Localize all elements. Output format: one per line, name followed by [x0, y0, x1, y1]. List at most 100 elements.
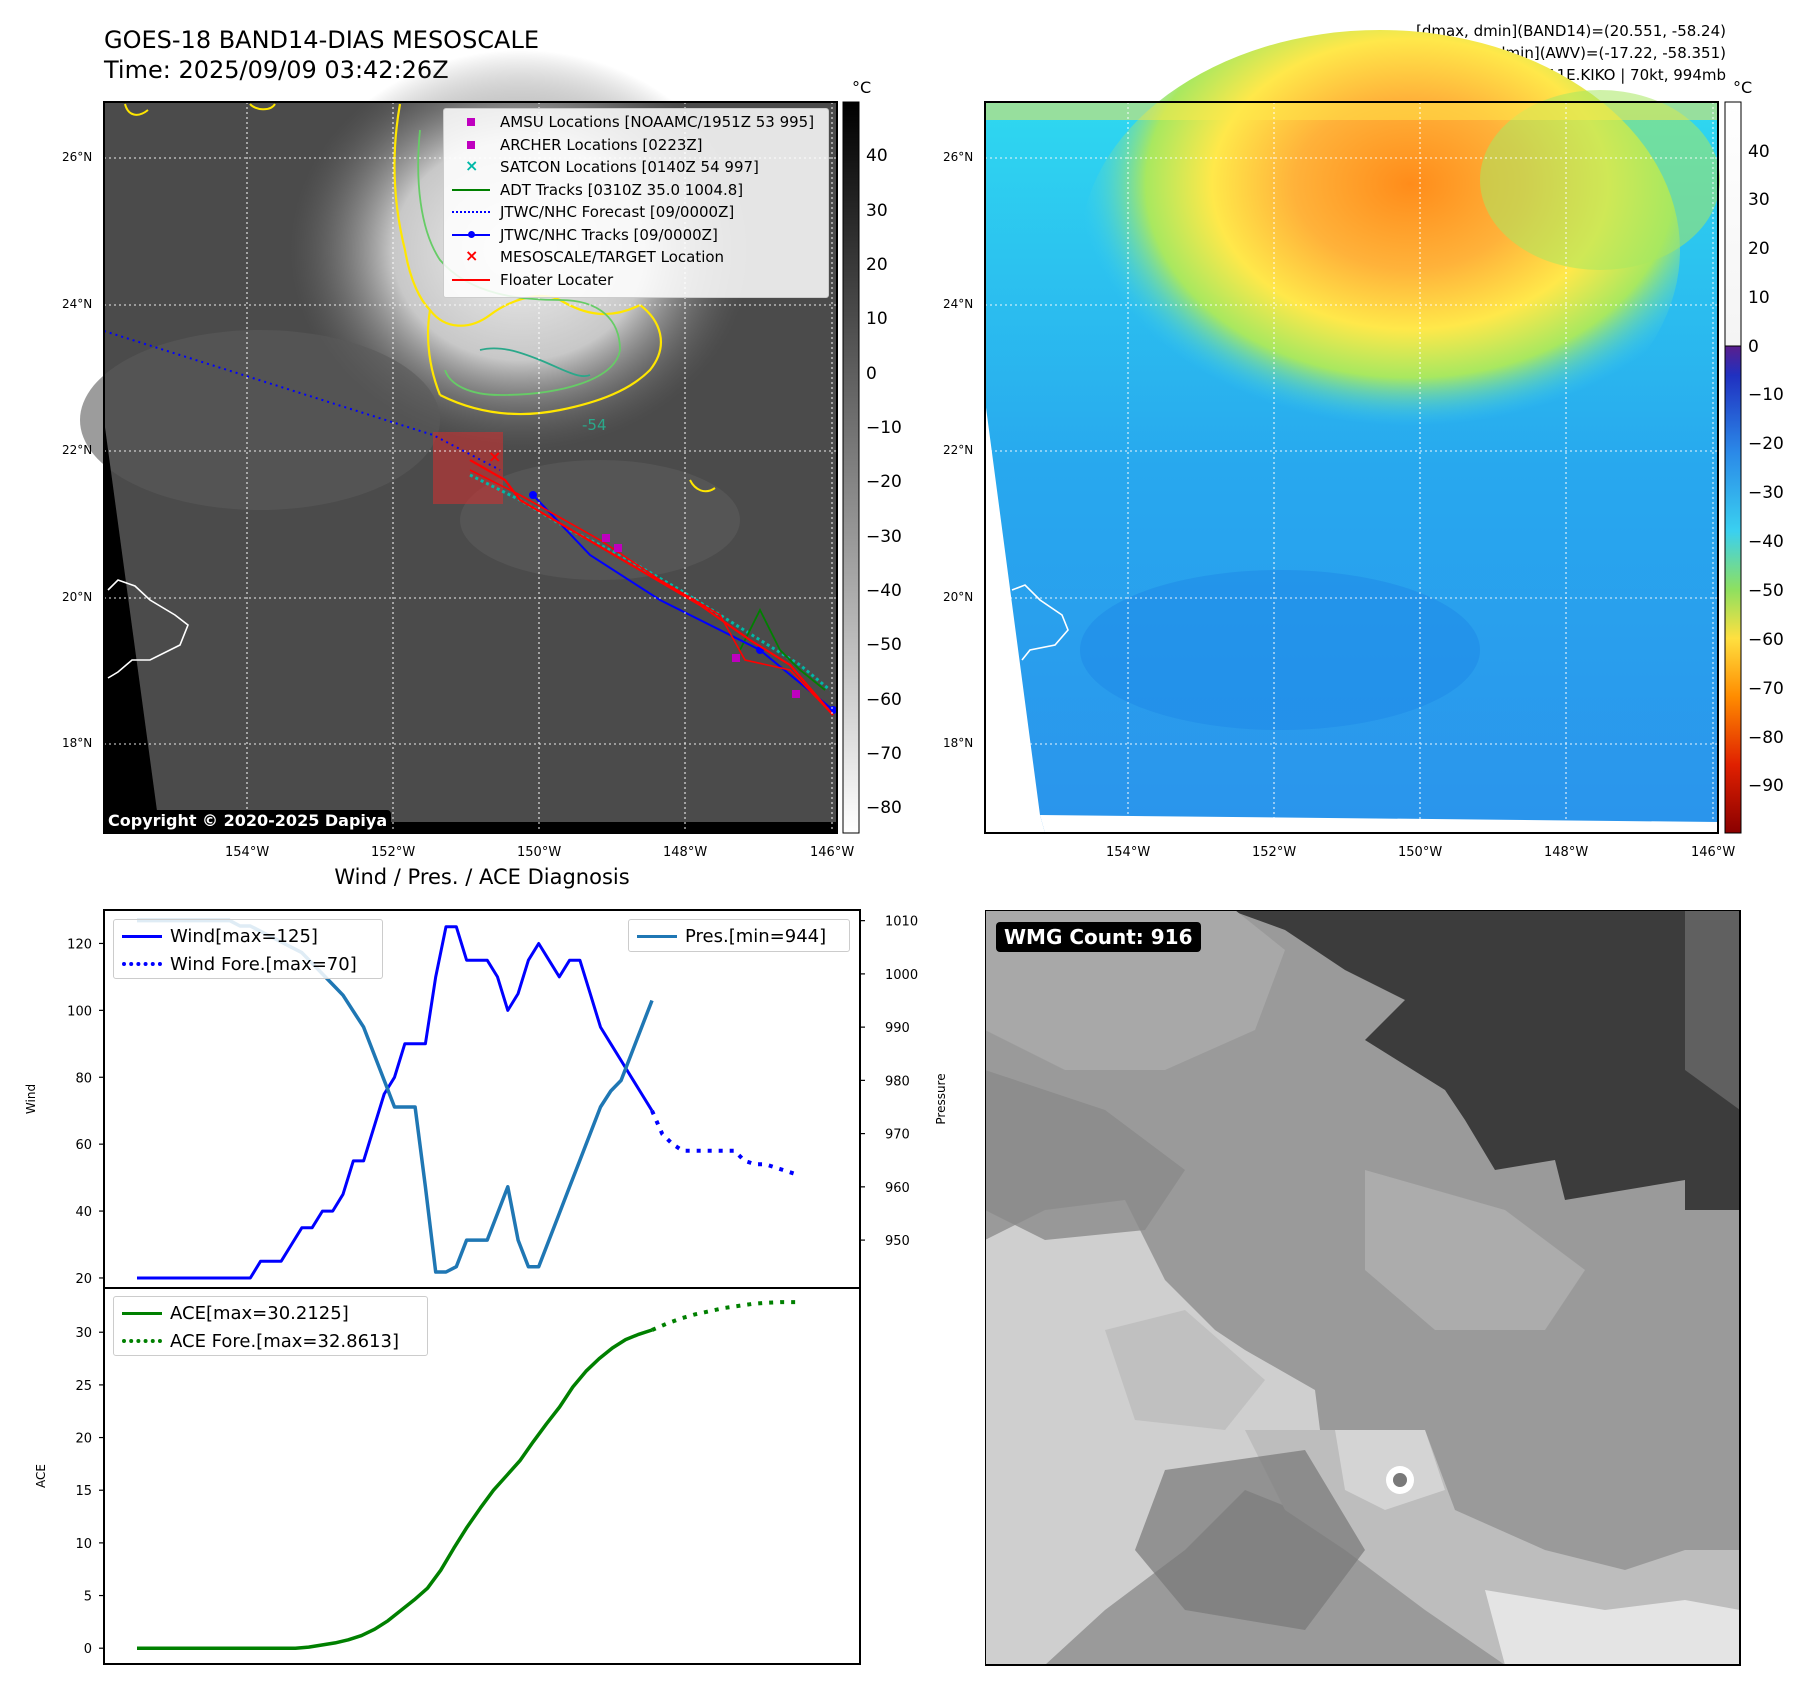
- lon-label: 146°W: [1691, 845, 1736, 860]
- colorbar-tick: −30: [866, 527, 902, 547]
- dmax-band14: [dmax, dmin](BAND14)=(20.551, -58.24): [1415, 22, 1726, 40]
- pressure-tick-label: 1000: [885, 968, 918, 983]
- colorbar-tick: 40: [1748, 142, 1770, 162]
- colorbar-tick: −60: [866, 690, 902, 710]
- lon-label: 150°W: [1398, 845, 1443, 860]
- legend-adt: ADT Tracks [0310Z 35.0 1004.8]: [452, 179, 828, 202]
- legend-target: × MESOSCALE/TARGET Location: [465, 246, 725, 267]
- diagnosis-title: Wind / Pres. / ACE Diagnosis: [334, 865, 630, 889]
- wind-tick-label: 60: [75, 1138, 92, 1153]
- pressure-tick-label: 970: [885, 1128, 910, 1143]
- colorbar-tick: −50: [1748, 581, 1784, 601]
- wind-forecast-line: [650, 1109, 797, 1177]
- ace-line: [137, 1328, 653, 1650]
- legend-forecast: JTWC/NHC Forecast [09/0000Z]: [452, 201, 828, 224]
- colorbar-tick: −70: [1748, 679, 1784, 699]
- ace-tick-label: 30: [75, 1326, 92, 1341]
- pressure-tick-label: 950: [885, 1234, 910, 1249]
- lat-label: 20°N: [943, 590, 974, 604]
- contour-label: -54: [582, 416, 607, 434]
- lon-label: 150°W: [517, 845, 562, 860]
- colorbar-tick: 0: [1748, 337, 1759, 357]
- lat-label: 18°N: [62, 736, 93, 750]
- colorbar-tick: −50: [866, 635, 902, 655]
- colorbar-tick: −40: [866, 581, 902, 601]
- colorbar-tick: 10: [1748, 288, 1770, 308]
- legend-satcon: × SATCON Locations [0140Z 54 997]: [465, 156, 759, 177]
- colorbar-tick: 20: [1748, 239, 1770, 259]
- colorbar-tick: 30: [1748, 190, 1770, 210]
- wind-tick-label: 40: [75, 1205, 92, 1220]
- colorbar-tick: −70: [866, 744, 902, 764]
- lat-label: 22°N: [943, 443, 974, 457]
- wind-line: [137, 925, 654, 1280]
- wind-tick-label: 120: [67, 937, 92, 952]
- colorbar-unit: °C: [1733, 78, 1753, 97]
- legend-archer: ARCHER Locations [0223Z]: [452, 134, 828, 157]
- map-legend: AMSU Locations [NOAAMC/1951Z 53 995] ARC…: [443, 108, 829, 298]
- ace-forecast-line: [651, 1300, 797, 1332]
- ir-map-panel: -54 ×: [80, 30, 1742, 834]
- lat-label: 26°N: [943, 150, 974, 164]
- ace-axes-frame: [103, 1287, 861, 1665]
- pressure-axis-label: Pressure: [934, 1073, 948, 1124]
- lon-label: 152°W: [371, 845, 416, 860]
- ace-tick-label: 25: [75, 1379, 92, 1394]
- colorbar-tick: −40: [1748, 532, 1784, 552]
- lat-label: 24°N: [62, 297, 93, 311]
- map-title: GOES-18 BAND14-DIAS MESOSCALE: [104, 26, 540, 54]
- colorbar-tick: 10: [866, 309, 888, 329]
- colorbar-tick: −80: [866, 798, 902, 818]
- ace-tick-label: 5: [84, 1590, 92, 1605]
- lon-label: 154°W: [225, 845, 270, 860]
- ace-tick-label: 0: [84, 1642, 92, 1657]
- ace-tick-label: 20: [75, 1432, 92, 1447]
- colorbar-unit: °C: [852, 78, 872, 97]
- legend-amsu: AMSU Locations [NOAAMC/1951Z 53 995]: [452, 111, 828, 134]
- colorbar-tick: −10: [1748, 385, 1784, 405]
- wmg-panel: [985, 910, 1741, 1666]
- target-marker-icon: ×: [488, 447, 501, 466]
- pressure-legend: Pres.[min=944]: [628, 919, 850, 952]
- legend-tracks: JTWC/NHC Tracks [09/0000Z]: [452, 224, 828, 247]
- lon-label: 146°W: [810, 845, 855, 860]
- colorbar-tick: −80: [1748, 728, 1784, 748]
- colorbar-tick: −90: [1748, 776, 1784, 796]
- wind-tick-label: 100: [67, 1004, 92, 1019]
- colorbar-tick: −30: [1748, 483, 1784, 503]
- legend-floater: Floater Locater: [452, 269, 828, 292]
- ace-legend: ACE[max=30.2125] ACE Fore.[max=32.8613]: [113, 1296, 428, 1356]
- wind-tick-label: 20: [75, 1272, 92, 1287]
- pressure-tick-label: 980: [885, 1074, 910, 1089]
- ace-tick-label: 15: [75, 1484, 92, 1499]
- lat-label: 26°N: [62, 150, 93, 164]
- colorbar-tick: 20: [866, 255, 888, 275]
- storm-info: 11E.KIKO | 70kt, 994mb: [1547, 66, 1726, 84]
- lat-label: 18°N: [943, 736, 974, 750]
- colorbar-tick: 40: [866, 146, 888, 166]
- lat-label: 20°N: [62, 590, 93, 604]
- wind-legend: Wind[max=125] Wind Fore.[max=70]: [113, 919, 383, 979]
- ace-axis-label: ACE: [34, 1464, 48, 1488]
- map-time: Time: 2025/09/09 03:42:26Z: [104, 56, 449, 84]
- colorbar-tick: 0: [866, 364, 877, 384]
- lat-label: 24°N: [943, 297, 974, 311]
- pressure-tick-label: 960: [885, 1181, 910, 1196]
- wind-tick-label: 80: [75, 1071, 92, 1086]
- colorbar-tick: 30: [866, 201, 888, 221]
- lon-label: 152°W: [1252, 845, 1297, 860]
- colorbar-tick: −20: [866, 472, 902, 492]
- wmg-count-badge: WMG Count: 916: [996, 922, 1201, 952]
- colorbar-tick: −20: [1748, 434, 1784, 454]
- pressure-tick-label: 990: [885, 1021, 910, 1036]
- lon-label: 148°W: [663, 845, 708, 860]
- diagnosis-chart: 20 40 60 80 100 120 950 960 970 980 990 1000 1010 0 5 1…: [24, 909, 948, 1665]
- copyright-badge: Copyright © 2020-2025 Dapiya: [104, 810, 392, 831]
- wind-axis-label: Wind: [24, 1084, 38, 1114]
- colorbar-tick: −10: [866, 418, 902, 438]
- colorbar-tick: −60: [1748, 630, 1784, 650]
- ace-tick-label: 10: [75, 1537, 92, 1552]
- lon-label: 154°W: [1106, 845, 1151, 860]
- lon-label: 148°W: [1544, 845, 1589, 860]
- lat-label: 22°N: [62, 443, 93, 457]
